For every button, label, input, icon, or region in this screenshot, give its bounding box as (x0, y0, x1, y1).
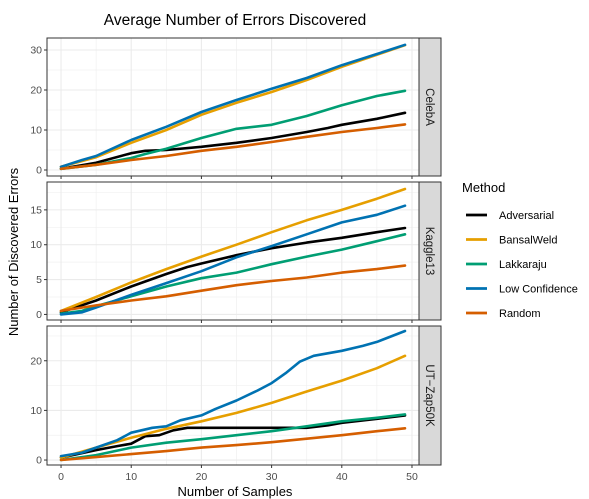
x-tick-label: 0 (58, 471, 64, 483)
series-line-adversarial (59, 414, 407, 459)
x-axis-label: Number of Samples (178, 484, 293, 499)
series-line-adversarial (59, 111, 407, 171)
y-tick-label: 30 (30, 45, 42, 57)
x-tick-label: 50 (406, 471, 418, 483)
legend-label: Random (499, 308, 541, 320)
chart-title: Average Number of Errors Discovered (104, 12, 366, 29)
series-line-bansalweld (59, 354, 407, 459)
y-tick-label: 15 (30, 204, 42, 216)
y-tick-label: 10 (30, 125, 42, 137)
facet-strip (418, 37, 442, 177)
series-line-adversarial (59, 226, 407, 314)
facet-strip-label: UT−Zap50K (423, 364, 435, 427)
y-tick-label: 10 (30, 239, 42, 251)
series-line-lakkaraju (59, 89, 407, 171)
y-tick-label: 0 (36, 165, 42, 177)
panel-1: 0 5 10 15 Kaggle13 (30, 181, 442, 323)
y-axis-label: Number of Discovered Errors (6, 167, 21, 336)
panels-layer: 0 10 20 30 CelebA 0 5 10 15 Kaggle13 0 10 20 UT−Zap50… (30, 37, 442, 483)
series-line-random (59, 264, 407, 313)
y-tick-label: 20 (30, 355, 42, 367)
facet-strip (418, 181, 442, 321)
series-line-low-confidence (59, 204, 407, 316)
x-tick-label: 40 (336, 471, 348, 483)
panel-0: 0 10 20 30 CelebA (30, 37, 442, 179)
legend-label: Lakkaraju (499, 259, 547, 271)
y-tick-label: 20 (30, 85, 42, 97)
legend-label: Adversarial (499, 210, 554, 222)
panel-2: 0 10 20 UT−Zap50K (30, 325, 442, 468)
y-tick-label: 10 (30, 405, 42, 417)
y-tick-label: 0 (36, 455, 42, 467)
facet-strip-label: CelebA (423, 88, 435, 126)
series-line-lakkaraju (59, 413, 407, 462)
legend: Method Adversarial BansalWeld Lakkaraju Low… (462, 180, 578, 320)
series-line-random (59, 426, 407, 462)
series-line-random (59, 123, 407, 171)
y-tick-label: 0 (36, 309, 42, 321)
legend-label: Low Confidence (499, 284, 578, 296)
series-line-low-confidence (59, 329, 407, 458)
series-line-low-confidence (59, 43, 407, 169)
series-line-bansalweld (59, 187, 407, 313)
legend-title: Method (462, 180, 505, 195)
x-tick-label: 20 (196, 471, 208, 483)
y-tick-label: 5 (36, 274, 42, 286)
facet-strip (418, 325, 442, 466)
legend-label: BansalWeld (499, 235, 558, 247)
x-tick-label: 10 (125, 471, 137, 483)
facet-strip-label: Kaggle13 (423, 227, 435, 276)
x-tick-label: 30 (266, 471, 278, 483)
